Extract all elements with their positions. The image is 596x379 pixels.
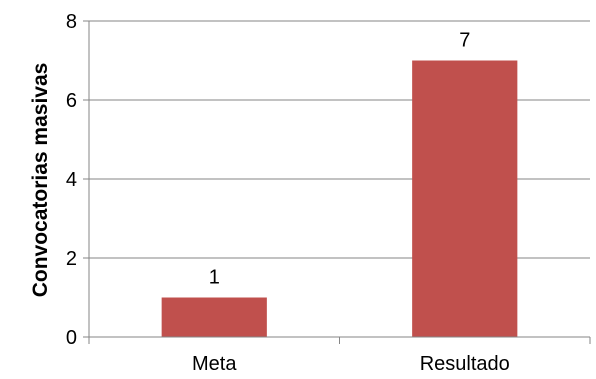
y-tick-label: 4 [66,169,77,191]
x-category-label: Resultado [420,353,510,375]
y-tick-label: 8 [66,11,77,33]
bar-meta [161,297,267,337]
axes [83,20,591,344]
y-tick-label: 0 [66,327,77,349]
y-axis-title: Convocatorias masivas [29,63,52,298]
y-tick-label: 2 [66,248,77,270]
x-category-label: Meta [192,353,237,375]
data-label: 1 [209,267,220,289]
data-label: 7 [459,30,470,52]
labels: 0 2 4 6 8 1 Meta 7 Resultado [66,11,510,375]
bar-resultado [412,60,518,337]
y-tick-label: 6 [66,90,77,112]
bars [161,60,518,337]
